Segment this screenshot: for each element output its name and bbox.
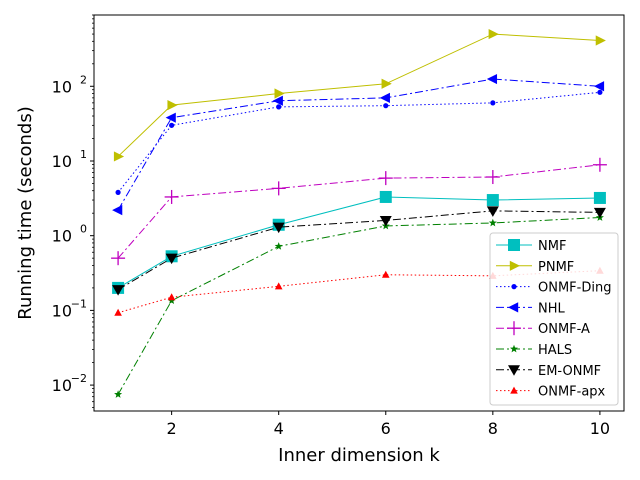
legend-label: ONMF-apx — [538, 385, 606, 400]
data-point-pnmf — [381, 78, 392, 89]
data-point-em-onmf — [486, 206, 499, 217]
data-point-onmf-ding — [169, 122, 175, 128]
data-point-onmf-a — [271, 181, 286, 196]
data-point-onmf-a — [485, 170, 500, 185]
series-nhl — [112, 73, 605, 216]
legend-marker — [511, 284, 517, 290]
legend-entry-nmf: NMF — [496, 239, 566, 254]
legend-box — [489, 232, 619, 406]
y-tick-label: 10 — [52, 152, 72, 171]
data-point-onmf-a — [592, 157, 607, 172]
data-point-nhl — [486, 73, 498, 85]
data-point-nmf — [486, 194, 499, 207]
data-point-onmf-ding — [276, 104, 282, 110]
data-point-em-onmf — [272, 222, 285, 234]
y-tick-exponent: 0 — [80, 223, 87, 236]
series-line-nhl — [117, 78, 600, 211]
data-point-nhl — [272, 95, 283, 106]
x-tick-label: 6 — [381, 419, 391, 438]
legend-entry-em-onmf: EM-ONMF — [496, 364, 601, 379]
x-axis-label: Inner dimension k — [278, 445, 440, 466]
series-onmf-ding — [115, 89, 603, 195]
legend-label: ONMF-Ding — [538, 281, 611, 296]
x-axis-ticks: 2 4 6 8 10 — [167, 411, 610, 438]
data-point-onmf-a — [111, 251, 126, 266]
data-point-onmf-ding — [383, 103, 389, 109]
data-point-onmf-apx — [114, 308, 122, 316]
x-tick-label: 4 — [274, 419, 284, 438]
data-point-onmf-apx — [381, 270, 390, 278]
legend-entry-onmf-apx: ONMF-apx — [496, 385, 606, 400]
y-tick-label: 10 — [52, 301, 72, 320]
data-point-hals — [274, 242, 283, 250]
legend-entry-pnmf: PNMF — [496, 260, 574, 275]
legend-entry-onmf-ding: ONMF-Ding — [496, 281, 611, 296]
data-point-pnmf — [595, 35, 606, 46]
data-point-em-onmf — [379, 215, 392, 227]
data-point-pnmf — [167, 99, 178, 111]
legend-marker — [508, 239, 520, 251]
data-point-onmf-apx — [167, 293, 176, 301]
data-point-onmf-ding — [597, 89, 603, 95]
legend-label: HALS — [538, 343, 572, 358]
legend-entry-nhl: NHL — [496, 301, 566, 316]
legend-entry-hals: HALS — [496, 343, 572, 358]
legend-marker — [510, 386, 518, 394]
y-tick-exponent: 2 — [80, 73, 87, 86]
data-point-onmf-ding — [115, 189, 121, 195]
legend-label: EM-ONMF — [538, 364, 601, 379]
data-point-onmf-ding — [490, 100, 496, 106]
x-tick-label: 10 — [590, 419, 610, 438]
series-line-onmf-a — [117, 164, 600, 259]
data-point-hals — [167, 296, 176, 305]
series-nmf — [112, 190, 606, 294]
data-point-onmf-a — [378, 171, 393, 186]
data-point-hals — [488, 218, 497, 227]
series-line-nmf — [117, 196, 600, 289]
legend-marker — [509, 260, 520, 271]
data-point-nhl — [165, 112, 176, 123]
legend-marker — [507, 321, 521, 336]
data-point-nmf — [379, 190, 392, 203]
data-point-hals — [114, 390, 123, 398]
data-point-pnmf — [113, 151, 125, 162]
legend: NMF PNMF ONMF-Ding NHL ONMF-A HALS EM-ONMF ONMF… — [489, 232, 619, 406]
series-line-em-onmf — [117, 210, 600, 291]
data-point-pnmf — [274, 88, 285, 99]
data-point-nmf — [593, 191, 606, 204]
y-tick-exponent: −1 — [71, 297, 87, 310]
data-point-onmf-a — [164, 189, 179, 204]
legend-label: PNMF — [538, 260, 574, 275]
data-point-onmf-apx — [274, 282, 283, 290]
y-tick-label: 10 — [52, 227, 72, 246]
x-tick-label: 2 — [167, 419, 177, 438]
series-onmf-a — [111, 157, 607, 266]
data-point-em-onmf — [593, 207, 606, 219]
series-em-onmf — [112, 206, 606, 296]
data-point-pnmf — [488, 28, 499, 40]
legend-label: NMF — [538, 239, 566, 254]
legend-marker — [510, 344, 518, 353]
x-tick-label: 8 — [488, 419, 498, 438]
series-pnmf — [113, 28, 606, 162]
legend-label: NHL — [538, 301, 566, 316]
y-tick-label: 10 — [52, 376, 72, 395]
series-line-pnmf — [117, 33, 600, 157]
data-point-nhl — [379, 92, 390, 103]
y-tick-label: 10 — [52, 77, 72, 96]
data-point-nhl — [112, 205, 123, 216]
legend-marker — [508, 302, 519, 313]
data-point-em-onmf — [165, 253, 178, 265]
legend-entry-onmf-a: ONMF-A — [496, 321, 590, 337]
y-tick-exponent: 1 — [80, 148, 87, 161]
y-tick-exponent: −2 — [71, 372, 87, 385]
legend-marker — [508, 365, 520, 376]
y-axis-label: Running time (seconds) — [15, 106, 36, 320]
data-point-em-onmf — [112, 285, 125, 296]
legend-label: ONMF-A — [538, 322, 590, 337]
data-point-nhl — [593, 81, 605, 92]
